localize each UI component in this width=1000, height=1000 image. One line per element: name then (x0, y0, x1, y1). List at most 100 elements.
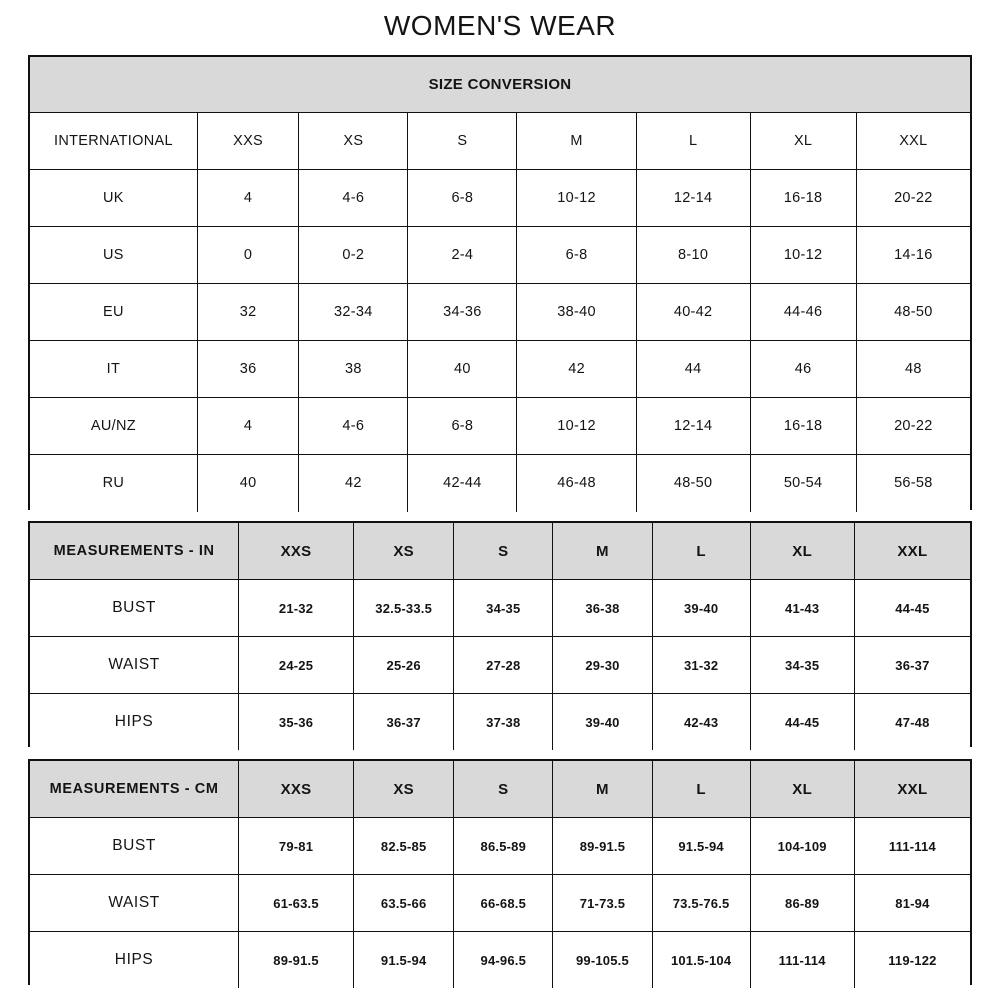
table-row: AU/NZ 4 4-6 6-8 10-12 12-14 16-18 20-22 (30, 397, 970, 455)
table-row: BUST 79-81 82.5-85 86.5-89 89-91.5 91.5-… (30, 817, 970, 875)
cell-in-bust-xs: 32.5-33.5 (352, 579, 455, 637)
header-size-xl: XL (749, 112, 857, 170)
meas-in-label-waist: WAIST (30, 636, 240, 694)
measurements-inches-table: MEASUREMENTS - IN XXS XS S M L XL XXL BU… (28, 521, 972, 750)
cell-in-waist-xs: 25-26 (352, 636, 455, 694)
cell-in-waist-l: 31-32 (651, 636, 751, 694)
size-conversion-header-row: INTERNATIONAL XXS XS S M L XL XXL (30, 112, 970, 170)
cell-it-xxs: 36 (196, 340, 300, 398)
cell-in-waist-xxs: 24-25 (238, 636, 354, 694)
cell-aunz-xxl: 20-22 (855, 397, 970, 455)
header-size-s: S (407, 112, 518, 170)
cell-in-hips-xs: 36-37 (352, 693, 455, 750)
cell-eu-xs: 32-34 (298, 283, 409, 341)
meas-in-size-xxs: XXS (238, 523, 354, 580)
meas-cm-size-xs: XS (352, 761, 455, 818)
cell-eu-xxl: 48-50 (855, 283, 970, 341)
measurements-cm-header-row: MEASUREMENTS - CM XXS XS S M L XL XXL (30, 761, 970, 818)
header-size-xxs: XXS (196, 112, 300, 170)
meas-cm-size-xxs: XXS (238, 761, 354, 818)
cell-it-xs: 38 (298, 340, 409, 398)
cell-uk-m: 10-12 (516, 169, 637, 227)
meas-in-size-l: L (651, 523, 751, 580)
cell-in-hips-s: 37-38 (453, 693, 554, 750)
table-row: BUST 21-32 32.5-33.5 34-35 36-38 39-40 4… (30, 579, 970, 637)
cell-ru-m: 46-48 (516, 454, 637, 512)
cell-uk-xl: 16-18 (749, 169, 857, 227)
cell-in-waist-s: 27-28 (453, 636, 554, 694)
cell-cm-bust-xxl: 111-114 (853, 817, 970, 875)
cell-ru-l: 48-50 (635, 454, 751, 512)
cell-cm-hips-xl: 111-114 (749, 931, 855, 988)
meas-cm-size-l: L (651, 761, 751, 818)
cell-in-hips-xxl: 47-48 (853, 693, 970, 750)
table-row: HIPS 89-91.5 91.5-94 94-96.5 99-105.5 10… (30, 931, 970, 988)
cell-in-bust-s: 34-35 (453, 579, 554, 637)
cell-it-xxl: 48 (855, 340, 970, 398)
cell-in-bust-m: 36-38 (552, 579, 653, 637)
cell-it-m: 42 (516, 340, 637, 398)
cell-cm-bust-s: 86.5-89 (453, 817, 554, 875)
cell-in-bust-xxs: 21-32 (238, 579, 354, 637)
cell-it-s: 40 (407, 340, 518, 398)
meas-in-size-xxl: XXL (853, 523, 970, 580)
cell-us-xs: 0-2 (298, 226, 409, 284)
meas-cm-size-m: M (552, 761, 653, 818)
measurements-in-header-row: MEASUREMENTS - IN XXS XS S M L XL XXL (30, 523, 970, 580)
cell-cm-waist-xl: 86-89 (749, 874, 855, 932)
measurements-cm-title: MEASUREMENTS - CM (30, 761, 240, 818)
cell-cm-waist-xxl: 81-94 (853, 874, 970, 932)
size-conversion-table: SIZE CONVERSION INTERNATIONAL XXS XS S M… (28, 55, 972, 512)
cell-in-hips-m: 39-40 (552, 693, 653, 750)
cell-eu-m: 38-40 (516, 283, 637, 341)
cell-eu-l: 40-42 (635, 283, 751, 341)
cell-ru-xxs: 40 (196, 454, 300, 512)
meas-cm-size-xxl: XXL (853, 761, 970, 818)
cell-us-s: 2-4 (407, 226, 518, 284)
cell-cm-bust-xl: 104-109 (749, 817, 855, 875)
size-conversion-banner: SIZE CONVERSION (30, 57, 970, 113)
cell-us-xxs: 0 (196, 226, 300, 284)
header-size-xxl: XXL (855, 112, 970, 170)
cell-it-xl: 46 (749, 340, 857, 398)
measurements-cm-table: MEASUREMENTS - CM XXS XS S M L XL XXL BU… (28, 759, 972, 988)
table-row: US 0 0-2 2-4 6-8 8-10 10-12 14-16 (30, 226, 970, 284)
cell-aunz-xl: 16-18 (749, 397, 857, 455)
cell-in-bust-xxl: 44-45 (853, 579, 970, 637)
meas-in-size-xl: XL (749, 523, 855, 580)
cell-us-xl: 10-12 (749, 226, 857, 284)
cell-cm-hips-xxs: 89-91.5 (238, 931, 354, 988)
size-conversion-banner-row: SIZE CONVERSION (30, 57, 970, 113)
meas-in-label-bust: BUST (30, 579, 240, 637)
cell-aunz-m: 10-12 (516, 397, 637, 455)
cell-in-waist-xl: 34-35 (749, 636, 855, 694)
table-row: RU 40 42 42-44 46-48 48-50 50-54 56-58 (30, 454, 970, 512)
cell-cm-hips-xs: 91.5-94 (352, 931, 455, 988)
cell-uk-l: 12-14 (635, 169, 751, 227)
cell-uk-s: 6-8 (407, 169, 518, 227)
cell-cm-bust-m: 89-91.5 (552, 817, 653, 875)
cell-aunz-s: 6-8 (407, 397, 518, 455)
meas-cm-size-s: S (453, 761, 554, 818)
header-international-label: INTERNATIONAL (30, 112, 198, 170)
cell-us-m: 6-8 (516, 226, 637, 284)
measurements-in-title: MEASUREMENTS - IN (30, 523, 240, 580)
cell-cm-hips-l: 101.5-104 (651, 931, 751, 988)
cell-cm-hips-s: 94-96.5 (453, 931, 554, 988)
cell-ru-xs: 42 (298, 454, 409, 512)
cell-uk-xxs: 4 (196, 169, 300, 227)
table-row: EU 32 32-34 34-36 38-40 40-42 44-46 48-5… (30, 283, 970, 341)
meas-cm-label-hips: HIPS (30, 931, 240, 988)
meas-in-size-m: M (552, 523, 653, 580)
page-title: WOMEN'S WEAR (383, 10, 617, 41)
header-size-m: M (516, 112, 637, 170)
cell-cm-hips-xxl: 119-122 (853, 931, 970, 988)
cell-aunz-xs: 4-6 (298, 397, 409, 455)
meas-cm-size-xl: XL (749, 761, 855, 818)
cell-cm-bust-l: 91.5-94 (651, 817, 751, 875)
cell-in-bust-xl: 41-43 (749, 579, 855, 637)
cell-cm-waist-s: 66-68.5 (453, 874, 554, 932)
cell-cm-waist-xs: 63.5-66 (352, 874, 455, 932)
row-system-uk: UK (30, 169, 198, 227)
